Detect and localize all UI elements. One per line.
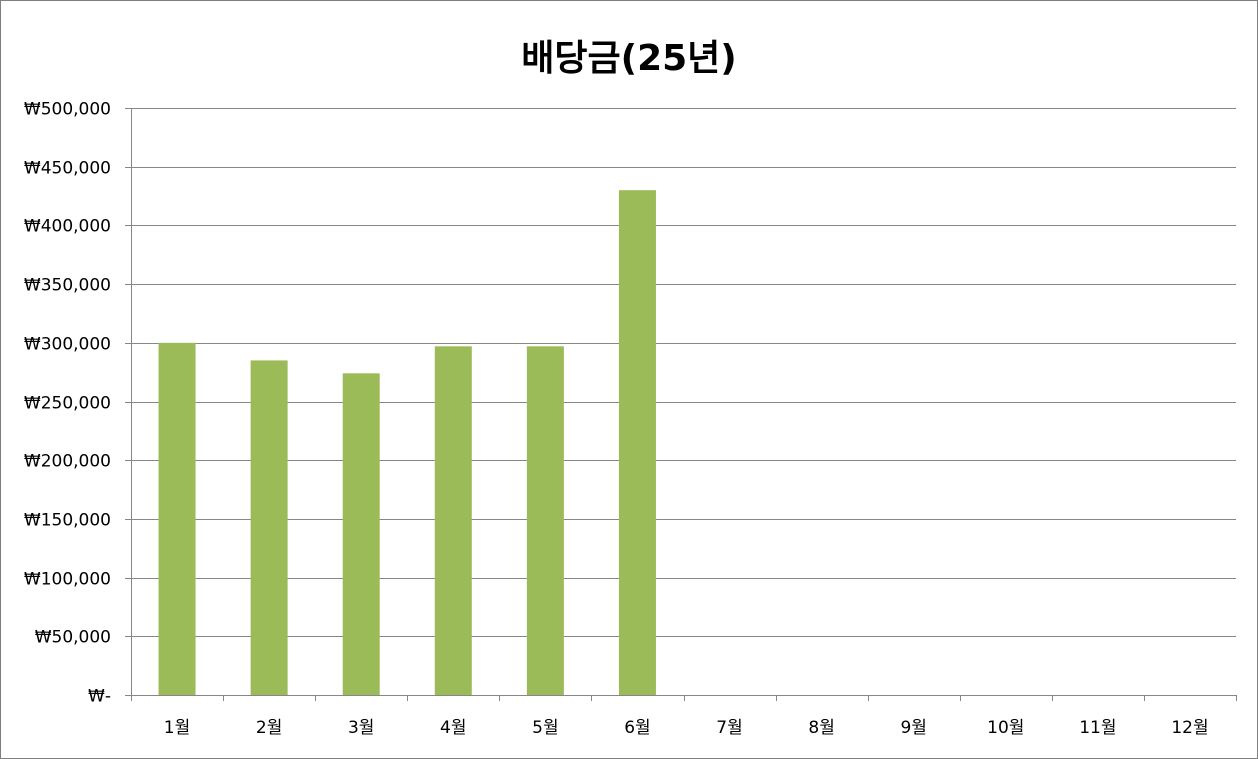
- bar: [618, 190, 656, 695]
- x-tick-label: 9월: [900, 718, 926, 738]
- bar: [250, 360, 288, 695]
- y-tick-label: ₩150,000: [24, 511, 111, 531]
- x-tick-label: 8월: [808, 718, 834, 738]
- x-tick-label: 4월: [440, 718, 466, 738]
- x-tick-label: 11월: [1079, 718, 1116, 738]
- x-tick-label: 12월: [1171, 718, 1208, 738]
- bar: [434, 346, 472, 695]
- y-tick-label: ₩500,000: [24, 100, 111, 120]
- x-tick-label: 5월: [532, 718, 558, 738]
- bar: [342, 373, 380, 695]
- y-tick-label: ₩-: [88, 687, 111, 707]
- y-tick-label: ₩50,000: [35, 628, 111, 648]
- y-tick-label: ₩450,000: [24, 159, 111, 179]
- x-tick-label: 2월: [256, 718, 282, 738]
- x-tick-label: 6월: [624, 718, 650, 738]
- y-tick-label: ₩400,000: [24, 217, 111, 237]
- x-tick-label: 1월: [164, 718, 190, 738]
- y-tick-label: ₩200,000: [24, 452, 111, 472]
- y-tick-label: ₩300,000: [24, 335, 111, 355]
- chart-title: 배당금(25년): [521, 38, 737, 79]
- x-tick-label: 7월: [716, 718, 742, 738]
- y-tick-label: ₩100,000: [24, 570, 111, 590]
- x-tick-label: 3월: [348, 718, 374, 738]
- x-tick-label: 10월: [987, 718, 1024, 738]
- y-tick-label: ₩350,000: [24, 276, 111, 296]
- bar: [526, 346, 564, 695]
- bar: [158, 342, 196, 695]
- y-tick-label: ₩250,000: [24, 394, 111, 414]
